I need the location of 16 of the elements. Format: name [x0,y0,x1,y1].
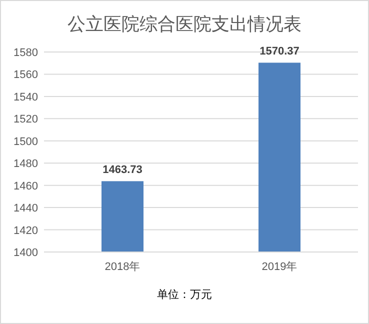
data-label: 1570.37 [260,46,300,58]
y-tick-label: 1520 [14,114,38,126]
x-tick-label: 2018年 [104,261,140,273]
y-tick-label: 1580 [14,47,38,59]
x-tick-label: 2019年 [262,261,298,273]
text: 单位：万元 [157,288,212,301]
y-tick-label: 1420 [14,224,38,237]
y-tick-label: 1400 [14,247,38,259]
data-label: 1463.73 [102,164,142,176]
chart-title: 公立医院综合医院支出情况表 [68,14,302,34]
y-tick-label: 1480 [14,158,38,170]
y-tick-label: 1500 [14,136,38,148]
y-tick-label: 1460 [14,180,38,192]
y-tick-label: 1540 [14,91,38,104]
y-tick-label: 1560 [14,69,38,82]
y-tick-label: 1440 [14,202,38,215]
